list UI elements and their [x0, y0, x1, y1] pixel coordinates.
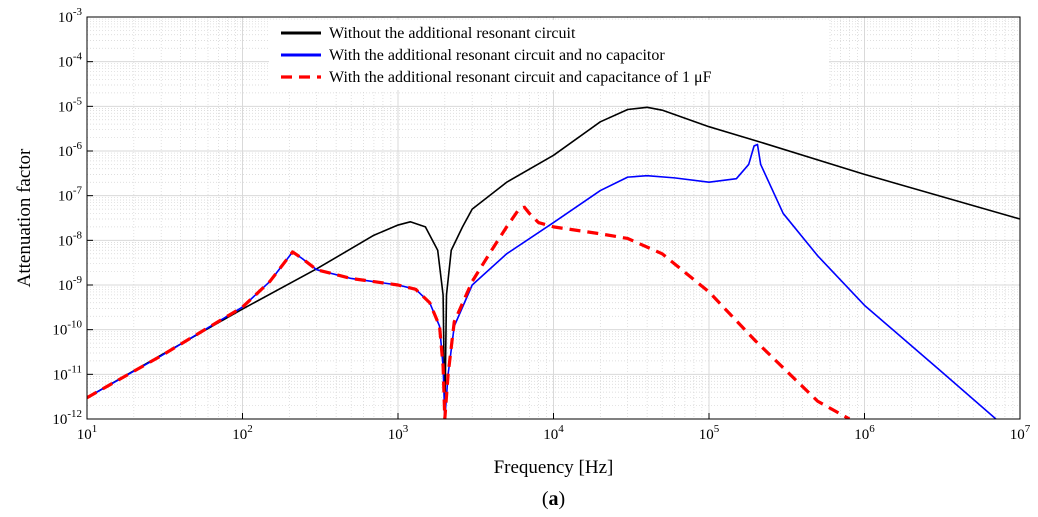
x-tick-label: 105 — [699, 423, 720, 443]
legend-box — [269, 20, 829, 90]
y-tick-label: 10-3 — [58, 6, 83, 26]
x-tick-label: 106 — [854, 423, 875, 443]
caption-letter: a — [549, 488, 559, 510]
x-axis-label: Frequency [Hz] — [494, 457, 614, 478]
y-tick-label: 10-7 — [58, 185, 83, 205]
legend: Without the additional resonant circuit W… — [269, 20, 829, 90]
figure-caption: (a) — [542, 488, 565, 510]
legend-label-3: With the additional resonant circuit and… — [329, 69, 712, 86]
x-tick-label: 107 — [1010, 423, 1031, 443]
x-tick-label: 103 — [388, 423, 409, 443]
x-tick-label: 101 — [77, 423, 98, 443]
series-layer — [87, 106, 1020, 419]
tick-layer: 101 102 103 104 105 106 107 10-12 10-11 10-10 10-9… — [52, 6, 1030, 443]
y-tick-label: 10-8 — [58, 229, 83, 249]
y-tick-label: 10-6 — [58, 140, 83, 160]
legend-label-1: Without the additional resonant circuit — [329, 25, 576, 42]
y-axis-label: Attenuation factor — [14, 148, 35, 287]
series-line-1 — [87, 106, 1020, 419]
x-tick-label: 104 — [543, 423, 564, 443]
legend-label-2: With the additional resonant circuit and… — [329, 47, 665, 64]
x-tick-label: 102 — [232, 423, 253, 443]
caption-open: ( — [542, 488, 549, 510]
caption-close: ) — [559, 488, 566, 510]
y-tick-label: 10-12 — [52, 408, 82, 428]
series-line-3 — [87, 205, 851, 419]
y-tick-label: 10-5 — [58, 95, 83, 115]
y-tick-label: 10-11 — [53, 363, 82, 383]
y-tick-label: 10-4 — [58, 51, 83, 71]
y-tick-label: 10-9 — [58, 274, 83, 294]
y-tick-label: 10-10 — [52, 319, 82, 339]
